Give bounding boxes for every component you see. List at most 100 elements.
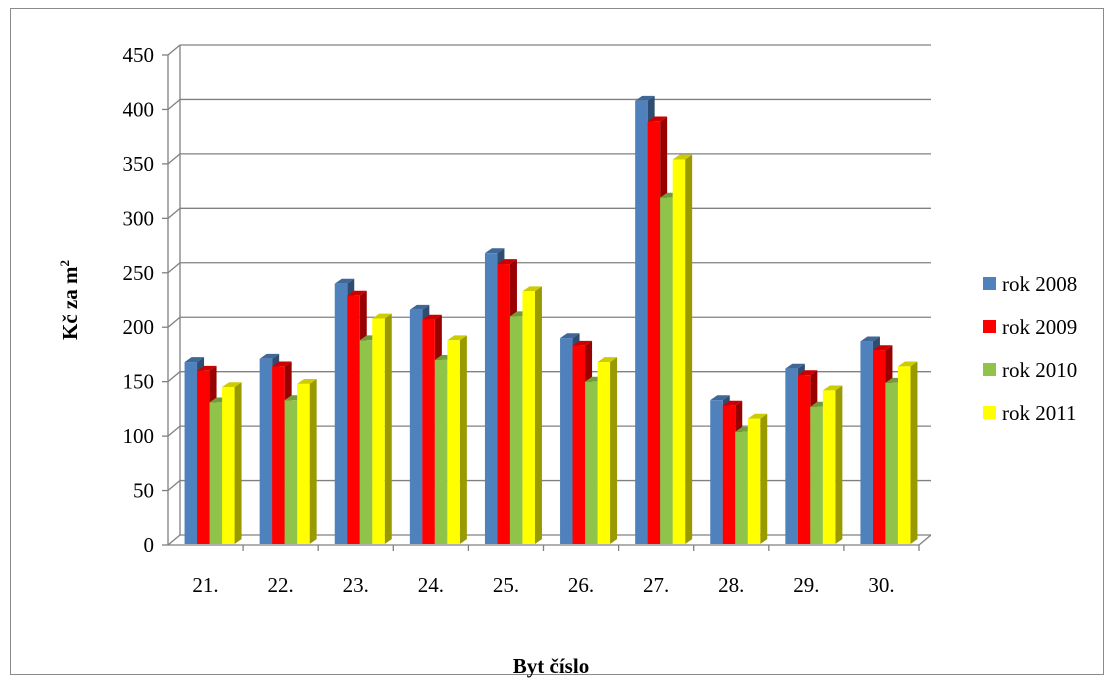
y-axis-title-main: Kč za m [58, 266, 82, 340]
gridline-connector [167, 371, 181, 383]
gridline-connector [167, 262, 181, 274]
bar [522, 286, 542, 544]
gridline-connector [167, 425, 181, 437]
bar-front [272, 366, 285, 544]
bar-front [572, 345, 586, 544]
x-tick-label: 29. [793, 573, 819, 597]
x-tick-label: 26. [568, 573, 594, 597]
bar-side [534, 286, 542, 544]
bar-top [484, 248, 505, 254]
bar-top [272, 361, 292, 367]
bar-side [459, 335, 467, 544]
bar-side [610, 357, 618, 544]
bar-front [334, 283, 348, 544]
axes [162, 45, 932, 551]
bar-top [222, 382, 242, 388]
bar-front [184, 362, 198, 544]
bar-top [572, 340, 593, 346]
legend-label: rok 2008 [1002, 272, 1077, 296]
gridline-connector [167, 44, 181, 56]
legend: rok 2008 rok 2009 rok 2010 rok 2011 [983, 272, 1077, 425]
bar-top [872, 345, 893, 351]
bar-front [560, 338, 573, 544]
y-tick-label: 100 [123, 424, 155, 448]
bar-top [860, 336, 880, 342]
bar [297, 378, 317, 544]
gridline-connector [167, 480, 181, 492]
bar-top [710, 395, 730, 401]
bar-front [897, 366, 911, 544]
gridline-connector [167, 207, 181, 219]
bar-top [785, 363, 805, 369]
bar-front [822, 390, 836, 544]
bar-front [209, 402, 223, 544]
legend-swatch [983, 320, 996, 333]
bar-top [647, 116, 668, 122]
bar-top [297, 378, 317, 384]
bar-side [685, 154, 693, 544]
x-axis-title: Byt číslo [513, 654, 589, 678]
axis-line [918, 534, 932, 546]
legend-swatch [983, 363, 996, 376]
gridline-connector [167, 316, 181, 328]
y-tick-label: 450 [123, 43, 155, 67]
gridline-connector [167, 534, 181, 546]
bar-front [660, 197, 673, 544]
bar-front [509, 316, 523, 544]
bar-front [422, 319, 435, 544]
bar-side [309, 378, 317, 544]
y-tick-labels: 0 50 100 150 200 250 300 350 400 450 [123, 43, 155, 557]
y-axis-title: Kč za m2 [57, 260, 82, 340]
y-tick-label: 250 [123, 261, 155, 285]
bar-top [422, 314, 442, 320]
bar [447, 335, 467, 544]
bar-front [722, 405, 736, 544]
bar-top [409, 304, 430, 310]
bar-top [635, 95, 655, 101]
gridline-connector [167, 153, 181, 165]
bar-front [497, 264, 510, 544]
bar-front [810, 406, 823, 544]
y-tick-label: 400 [123, 97, 155, 121]
x-tick-label: 22. [268, 573, 294, 597]
bar [747, 413, 768, 544]
bar-front [635, 100, 648, 544]
bar-top [560, 333, 580, 339]
bars [184, 95, 918, 545]
bar-front [597, 362, 611, 544]
bar-top [184, 357, 205, 363]
bar-top [372, 313, 392, 319]
bar-side [835, 385, 843, 544]
y-tick-label: 300 [123, 206, 155, 230]
bar [822, 385, 843, 544]
bar-front [447, 340, 460, 544]
bar-front [372, 318, 385, 544]
bar-front [522, 291, 535, 544]
bar [672, 154, 693, 545]
y-tick-label: 350 [123, 152, 155, 176]
bar-front [747, 418, 761, 544]
gridline-connector [167, 98, 181, 110]
bar-front [672, 159, 686, 545]
bar-top [672, 154, 693, 160]
x-tick-labels: 21. 22. 23. 24. 25. 26. 27. 28. 29. 30. [192, 573, 894, 597]
legend-label: rok 2010 [1002, 358, 1077, 382]
bar-top [722, 400, 743, 406]
y-tick-label: 0 [144, 533, 155, 557]
bar-top [597, 357, 618, 363]
bar-front [885, 382, 898, 544]
legend-swatch [983, 406, 996, 419]
x-tick-label: 27. [643, 573, 669, 597]
x-tick-label: 28. [718, 573, 744, 597]
bar-front [872, 350, 886, 544]
bar-top [897, 361, 918, 367]
x-tick-label: 23. [343, 573, 369, 597]
bar-front [710, 400, 723, 544]
bar-top [447, 335, 467, 341]
x-tick-label: 24. [418, 573, 444, 597]
bar [222, 382, 242, 544]
legend-label: rok 2011 [1002, 401, 1076, 425]
bar-front [197, 370, 210, 544]
bar-side [910, 361, 918, 544]
